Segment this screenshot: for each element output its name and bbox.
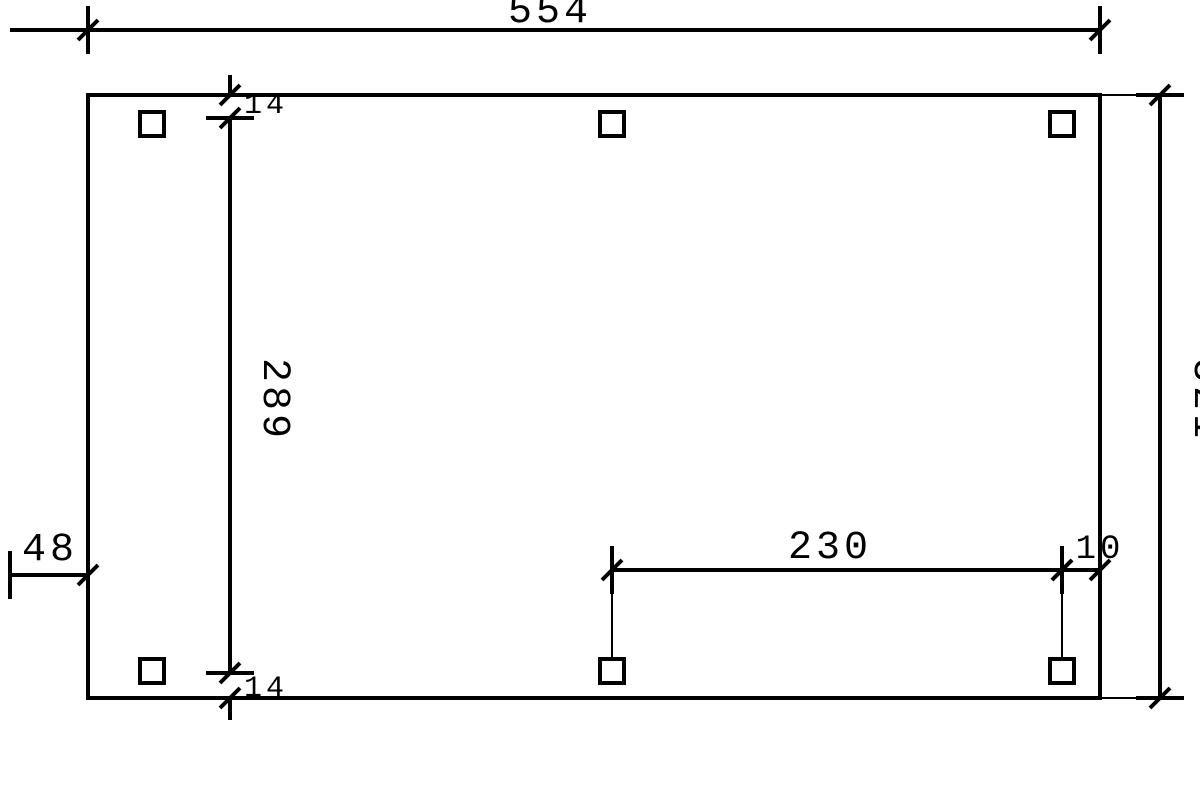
dim-span-230: 230 (788, 526, 872, 571)
dim-offset-10: 10 (1076, 531, 1125, 569)
dim-bottom-inset: 14 (244, 672, 288, 706)
post-marker (600, 112, 624, 136)
post-marker (140, 659, 164, 683)
post-marker (1050, 659, 1074, 683)
dim-inner-height: 289 (251, 358, 296, 442)
dim-total-width: 554 (508, 0, 592, 35)
post-marker (1050, 112, 1074, 136)
dim-left-offset: 48 (22, 528, 78, 573)
outline-rect (88, 95, 1100, 698)
post-marker (140, 112, 164, 136)
post-marker (600, 659, 624, 683)
dim-total-height: 321 (1182, 358, 1200, 442)
dim-top-inset: 14 (244, 89, 288, 123)
technical-drawing: 554 321 289 14 14 48 230 10 (0, 0, 1200, 800)
